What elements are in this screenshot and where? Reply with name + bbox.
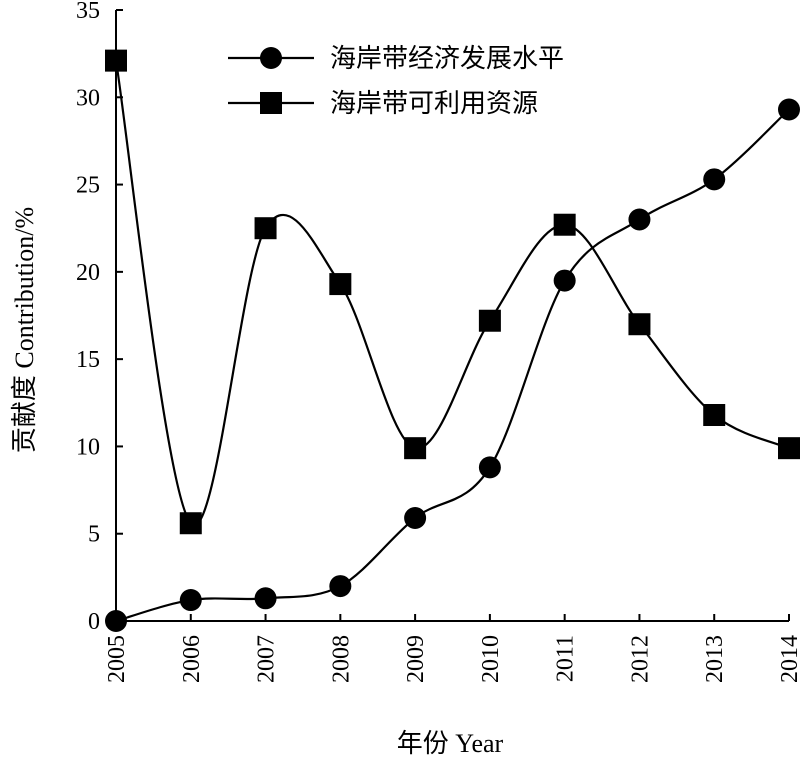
legend-label: 海岸带经济发展水平 [330, 44, 564, 73]
y-tick-label: 10 [76, 434, 100, 460]
y-tick-label: 15 [76, 347, 100, 373]
x-tick-label: 2006 [179, 635, 205, 683]
x-tick-label: 2013 [702, 635, 728, 683]
circle-point [404, 507, 427, 530]
square-point [329, 273, 352, 296]
circle-point [105, 610, 127, 632]
circle-point [254, 587, 277, 610]
y-tick-label: 5 [88, 522, 100, 548]
x-tick-label: 2009 [403, 635, 429, 683]
square-point [553, 213, 576, 236]
square-point [703, 404, 726, 427]
legend-entry: 海岸带可利用资源 [228, 89, 538, 118]
square-point [254, 217, 277, 240]
circle-point [329, 575, 352, 598]
legend-entry: 海岸带经济发展水平 [228, 44, 564, 73]
legend-square-marker [260, 92, 282, 114]
y-tick-label: 0 [88, 609, 100, 635]
circle-point [478, 456, 501, 479]
legend-label: 海岸带可利用资源 [330, 89, 538, 118]
y-tick-label: 20 [76, 260, 100, 286]
x-tick-label: 2011 [553, 635, 579, 682]
circle-point [179, 589, 202, 612]
x-tick-label: 2012 [627, 635, 653, 683]
y-axis-title: 贡献度 Contribution/% [10, 207, 39, 453]
y-tick-label: 30 [76, 85, 100, 111]
circle-point [553, 269, 576, 292]
x-tick-label: 2008 [328, 635, 354, 683]
x-axis-ticks: 2005 2006 2007 2008 2009 2010 2011 2012 2013 2014 [104, 614, 800, 683]
legend-circle-marker [260, 47, 282, 69]
circle-point [703, 168, 726, 191]
circle-point [778, 98, 800, 121]
square-point [778, 437, 800, 460]
x-axis-title: 年份 Year [397, 729, 504, 758]
series-line [114, 60, 790, 527]
x-tick-label: 2010 [478, 635, 504, 683]
series-available-resources [105, 49, 800, 535]
series-economic-level [105, 98, 800, 632]
x-tick-label: 2005 [104, 635, 130, 683]
x-tick-label: 2007 [254, 635, 280, 683]
y-tick-label: 35 [76, 0, 100, 24]
square-point [404, 437, 427, 460]
x-tick-label: 2014 [777, 635, 800, 683]
square-point [105, 49, 127, 72]
y-axis-ticks: 0 5 10 15 20 25 30 35 [76, 0, 123, 635]
square-point [628, 313, 651, 336]
y-tick-label: 25 [76, 173, 100, 199]
square-point [478, 309, 501, 332]
series-layer [105, 49, 800, 632]
circle-point [628, 208, 651, 231]
series-line [115, 108, 790, 623]
square-point [179, 512, 202, 535]
